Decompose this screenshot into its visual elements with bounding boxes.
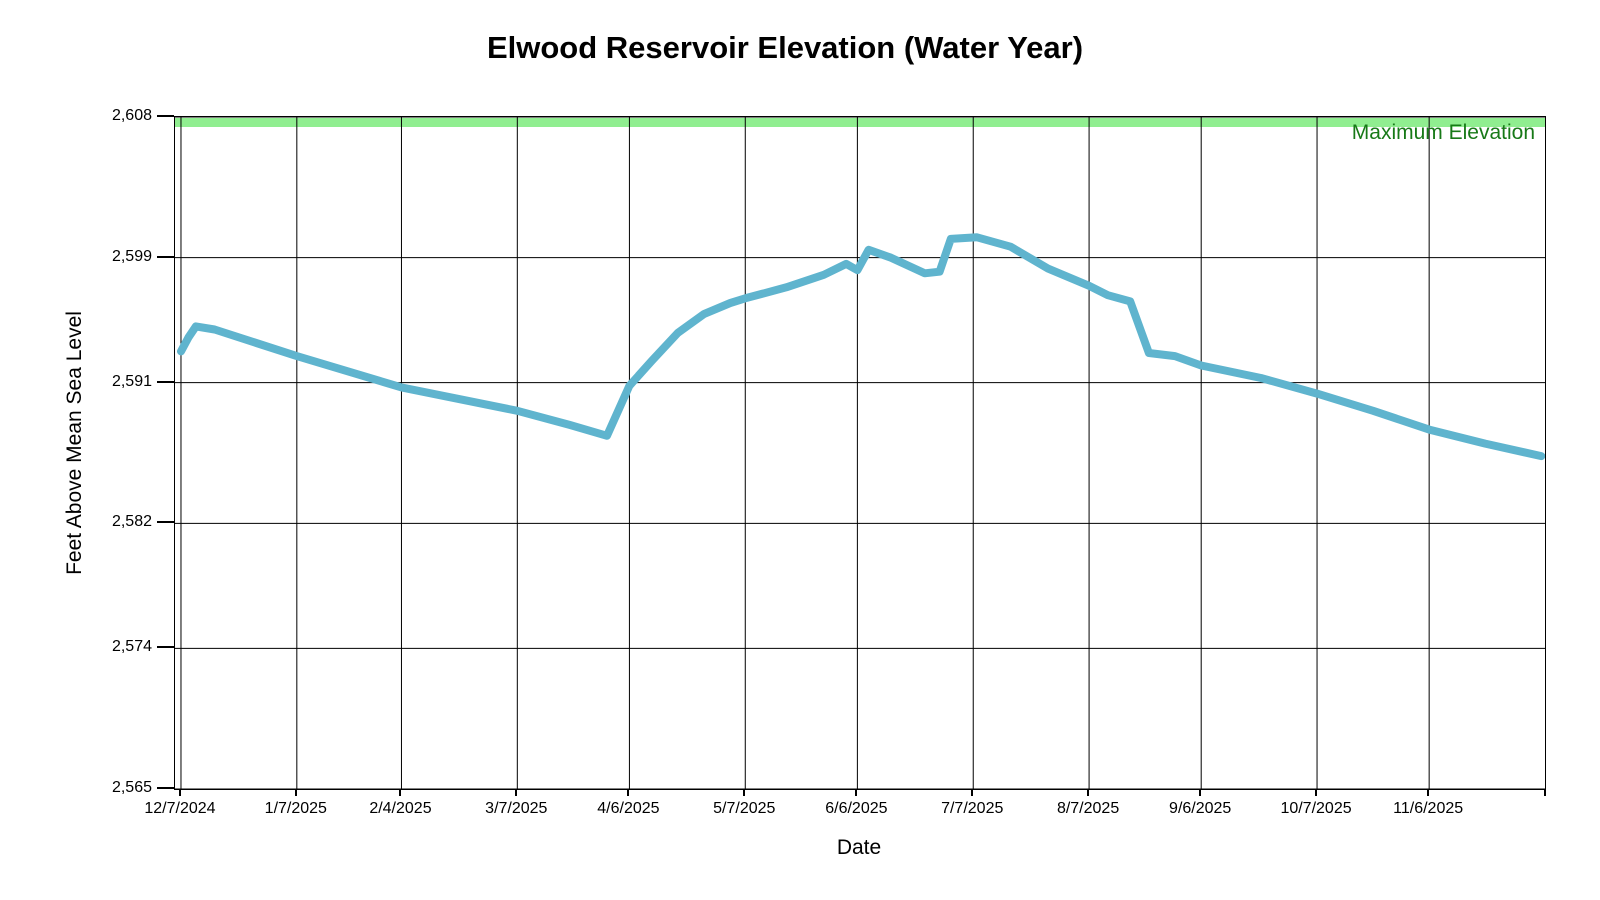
- y-tick-mark: [157, 380, 174, 383]
- x-tick-label: 4/6/2025: [597, 800, 660, 817]
- x-tick-mark: [971, 789, 974, 796]
- x-axis-title: Date: [836, 836, 882, 859]
- maximum-elevation-label: Maximum Elevation: [1351, 121, 1535, 144]
- x-tick-mark: [1427, 789, 1430, 796]
- y-tick-label: 2,608: [111, 107, 152, 124]
- x-tick-label: 6/6/2025: [825, 800, 888, 817]
- x-tick-mark: [294, 789, 297, 796]
- y-tick-mark: [157, 787, 174, 789]
- reservoir-elevation-line: [177, 233, 1545, 461]
- x-tick-mark: [178, 789, 181, 796]
- y-tick-mark: [157, 646, 174, 649]
- y-tick-mark: [157, 521, 174, 524]
- x-tick-label: 11/6/2025: [1393, 800, 1464, 817]
- plot-canvas: [175, 117, 1545, 789]
- y-tick-label: 2,599: [111, 247, 152, 265]
- y-axis-title: Feet Above Mean Sea Level: [63, 311, 86, 575]
- x-tick-label: 8/7/2025: [1056, 800, 1120, 817]
- x-tick-mark: [399, 789, 402, 796]
- x-tick-mark: [1315, 789, 1318, 796]
- x-tick-mark: [1544, 789, 1546, 796]
- y-tick-mark: [157, 255, 174, 258]
- x-tick-label: 9/6/2025: [1169, 800, 1232, 817]
- x-tick-mark: [627, 789, 630, 796]
- x-tick-mark: [1199, 789, 1202, 796]
- x-tick-label: 5/7/2025: [713, 800, 776, 817]
- x-tick-label: 2/4/2025: [369, 800, 432, 817]
- chart-title: Elwood Reservoir Elevation (Water Year): [486, 30, 1084, 65]
- x-tick-label: 3/7/2025: [485, 800, 548, 817]
- x-tick-label: 1/7/2025: [264, 800, 327, 817]
- maximum-elevation-band: [175, 118, 1545, 127]
- y-tick-label: 2,582: [111, 513, 152, 531]
- x-tick-label: 12/7/2024: [144, 800, 216, 817]
- x-tick-label: 7/7/2025: [941, 800, 1004, 817]
- plot-area: Maximum Elevation: [174, 116, 1546, 790]
- y-tick-label: 2,565: [111, 779, 152, 796]
- x-tick-mark: [1087, 789, 1090, 796]
- y-tick-mark: [157, 115, 174, 117]
- x-tick-mark: [515, 789, 518, 796]
- x-tick-label: 10/7/2025: [1280, 800, 1352, 817]
- x-tick-mark: [855, 789, 858, 796]
- x-tick-mark: [743, 789, 746, 796]
- y-tick-label: 2,574: [111, 638, 152, 656]
- y-tick-label: 2,591: [111, 372, 152, 390]
